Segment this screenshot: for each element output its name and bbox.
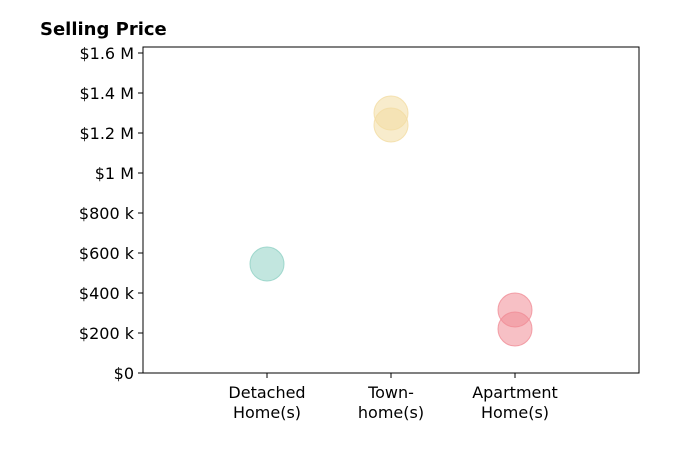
x-tick-label: Town-home(s) [358,383,424,422]
y-tick-label: $1.2 M [79,124,134,143]
x-tick-label-line: Detached [228,383,305,402]
x-tick-label-line: Home(s) [233,403,301,422]
y-tick-label: $0 [114,364,134,383]
y-tick-label: $1.4 M [79,84,134,103]
y-tick-label: $1 M [95,164,134,183]
y-tick-label: $800 k [79,204,135,223]
x-tick-label-line: Town- [367,383,414,402]
y-tick-label: $600 k [79,244,135,263]
chart-title: Selling Price [40,19,167,40]
y-axis: $0 $200 k $400 k $600 k $800 k $1 M $1.2 M $1.4… [79,44,143,383]
y-tick-label: $1.6 M [79,44,134,63]
y-tick-label: $200 k [79,324,135,343]
x-tick-label: Apartment Home(s) [472,383,558,422]
x-tick-label: Detached Home(s) [228,383,305,422]
x-tick-label-line: Home(s) [481,403,549,422]
x-axis: Detached Home(s)Town-home(s)Apartment Home… [228,373,558,422]
data-point-2 [373,107,409,143]
data-point-4 [497,311,533,347]
points-layer [249,95,533,347]
y-tick-label: $400 k [79,284,135,303]
data-point-0 [249,246,285,282]
x-tick-label-line: Apartment [472,383,558,402]
x-tick-label-line: home(s) [358,403,424,422]
